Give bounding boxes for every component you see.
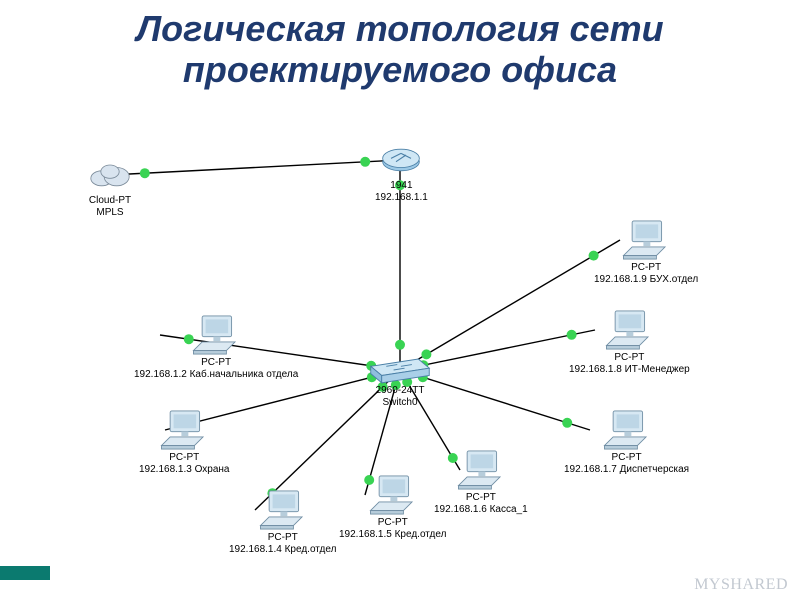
pc-icon xyxy=(601,408,653,452)
node-router: 1941 192.168.1.1 xyxy=(375,140,428,204)
node-label: PC-PT 192.168.1.2 Каб.начальника отдела xyxy=(134,357,298,381)
pc-icon xyxy=(367,473,419,517)
node-label: PC-PT 192.168.1.6 Касса_1 xyxy=(434,492,528,516)
node-pc8: PC-PT 192.168.1.8 ИТ-Менеджер xyxy=(569,308,690,376)
diagram-canvas: Cloud-PT MPLS 1941 192.168.1.1 2960-24TT… xyxy=(0,0,800,600)
node-label: PC-PT 192.168.1.3 Охрана xyxy=(139,452,229,476)
node-label: PC-PT 192.168.1.9 БУХ.отдел xyxy=(594,262,698,286)
node-label: 1941 192.168.1.1 xyxy=(375,180,428,204)
footer-accent xyxy=(0,566,50,580)
node-pc9: PC-PT 192.168.1.9 БУХ.отдел xyxy=(594,218,698,286)
node-label: Cloud-PT MPLS xyxy=(89,195,131,219)
pc-icon xyxy=(158,408,210,452)
watermark: MYSHARED xyxy=(694,576,788,594)
node-label: 2960-24TT Switch0 xyxy=(376,385,425,409)
node-label: PC-PT 192.168.1.7 Диспетчерская xyxy=(564,452,689,476)
node-pc3: PC-PT 192.168.1.3 Охрана xyxy=(139,408,229,476)
node-pc7: PC-PT 192.168.1.7 Диспетчерская xyxy=(564,408,689,476)
node-label: PC-PT 192.168.1.4 Кред.отдел xyxy=(229,532,336,556)
pc-icon xyxy=(603,308,655,352)
node-pc4: PC-PT 192.168.1.4 Кред.отдел xyxy=(229,488,336,556)
node-pc6: PC-PT 192.168.1.6 Касса_1 xyxy=(434,448,528,516)
router-icon xyxy=(376,140,426,180)
pc-icon xyxy=(455,448,507,492)
node-label: PC-PT 192.168.1.5 Кред.отдел xyxy=(339,517,446,541)
node-label: PC-PT 192.168.1.8 ИТ-Менеджер xyxy=(569,352,690,376)
switch-icon xyxy=(368,355,432,385)
node-pc5: PC-PT 192.168.1.5 Кред.отдел xyxy=(339,473,446,541)
pc-icon xyxy=(257,488,309,532)
cloud-icon xyxy=(85,155,135,195)
node-switch: 2960-24TT Switch0 xyxy=(368,355,432,409)
node-pc2: PC-PT 192.168.1.2 Каб.начальника отдела xyxy=(134,313,298,381)
node-cloud: Cloud-PT MPLS xyxy=(85,155,135,219)
pc-icon xyxy=(620,218,672,262)
pc-icon xyxy=(190,313,242,357)
